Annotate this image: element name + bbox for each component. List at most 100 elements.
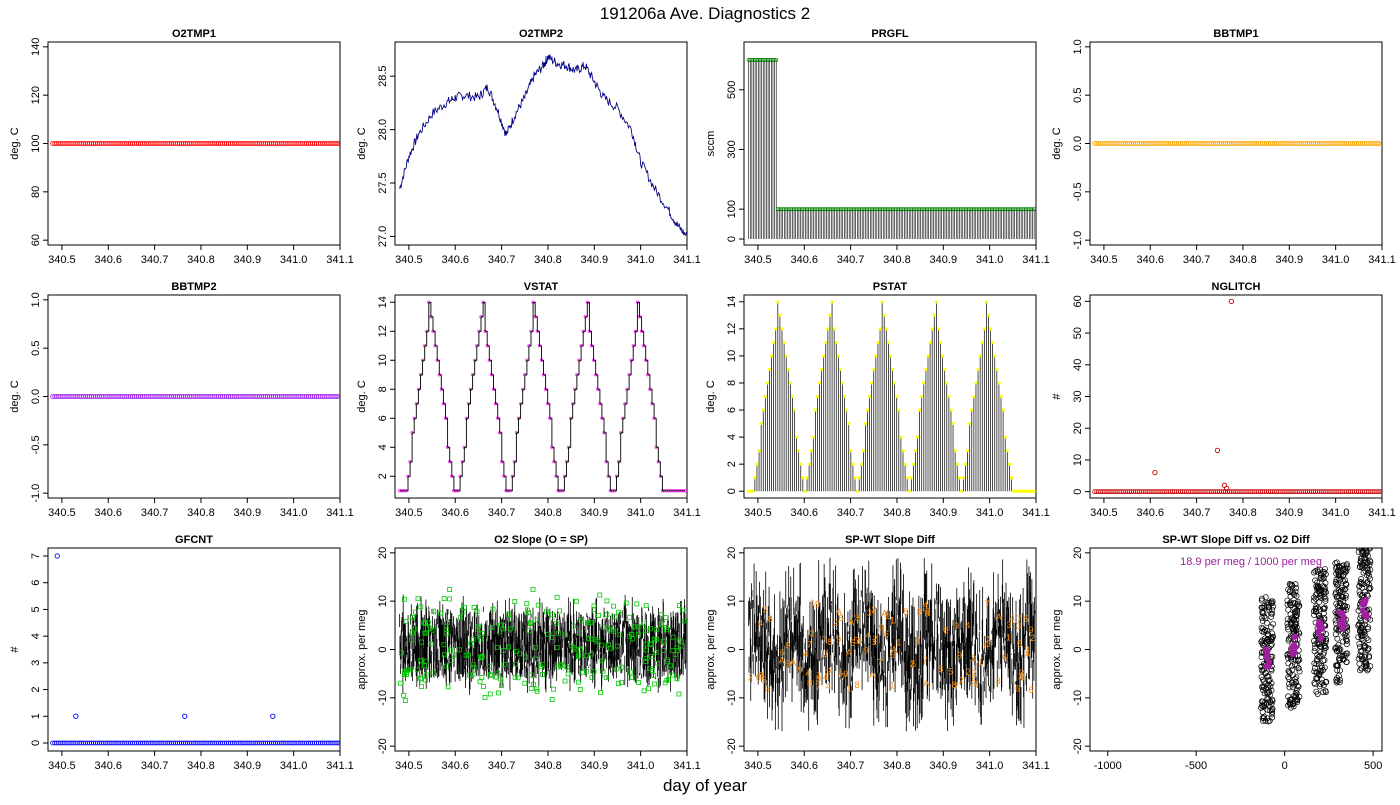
data-point	[855, 489, 859, 493]
data-point	[1262, 669, 1269, 676]
data-point	[1337, 576, 1344, 583]
data-point	[665, 657, 671, 663]
data-point	[1359, 564, 1366, 571]
data-point	[539, 662, 545, 667]
data-point	[886, 340, 891, 345]
data-point	[1265, 681, 1272, 688]
y-tick-label: -10	[726, 690, 738, 706]
data-point	[1312, 595, 1319, 602]
x-tick-label: 341.0	[280, 507, 308, 519]
data-point	[1292, 581, 1299, 588]
data-point	[530, 586, 536, 592]
data-point	[1358, 576, 1365, 583]
data-point	[1333, 564, 1340, 570]
y-tick-label: 0.0	[30, 389, 42, 404]
data-point	[653, 649, 659, 655]
data-point	[607, 627, 612, 633]
y-tick-label: 300	[726, 140, 738, 158]
data-point	[554, 645, 560, 650]
data-point	[1317, 643, 1324, 650]
data-point	[1332, 591, 1339, 598]
data-point	[631, 624, 637, 630]
mark-label: 8	[917, 607, 922, 617]
mark-label: 4	[803, 649, 808, 659]
mark-label: 6	[839, 613, 844, 623]
data-point	[1340, 652, 1347, 658]
data-point	[522, 680, 528, 686]
data-point	[479, 631, 485, 636]
data-layer	[50, 141, 340, 146]
data-point	[641, 688, 647, 694]
data-point	[1316, 586, 1323, 593]
mark-label: 7	[985, 599, 990, 609]
data-point	[788, 381, 792, 385]
data-point	[1357, 564, 1364, 571]
y-tick-label: -20	[1072, 738, 1084, 754]
data-point	[659, 611, 665, 617]
y-tick-label: 10	[377, 595, 389, 607]
data-point	[470, 662, 476, 668]
data-point	[1317, 574, 1324, 581]
data-point	[589, 675, 595, 681]
mark-label: 1	[1006, 632, 1011, 642]
data-point	[441, 652, 447, 658]
mark-label: 4	[866, 630, 871, 640]
data-point	[774, 327, 778, 331]
data-point	[1001, 408, 1005, 412]
data-point	[428, 641, 434, 647]
mark-label: 5	[1024, 614, 1029, 624]
x-tick-label: 340.7	[488, 760, 516, 772]
x-tick-label: 340.5	[48, 760, 76, 772]
data-point	[336, 740, 340, 746]
data-point	[663, 615, 669, 621]
data-point	[419, 684, 424, 689]
data-point	[1289, 680, 1296, 686]
y-tick-label: 0.0	[1072, 136, 1084, 151]
data-point	[580, 669, 586, 675]
x-tick-label: 341.1	[326, 254, 354, 266]
panel-11: SP-WT Slope Diff approx. per meg 340.5 340.…	[705, 534, 1050, 772]
y-axis-label: deg. C	[356, 127, 368, 159]
data-point	[1344, 603, 1350, 610]
mark-label: 3	[1024, 645, 1029, 655]
panel-title: BBTMP1	[1213, 28, 1258, 40]
data-point	[1286, 684, 1293, 691]
data-point	[1362, 652, 1369, 659]
mark-label: 3	[986, 639, 991, 649]
data-point	[1355, 549, 1362, 555]
data-point	[830, 300, 834, 304]
data-point	[1294, 699, 1301, 705]
mark-label: 4	[974, 679, 979, 689]
data-point	[462, 604, 467, 610]
data-point	[1267, 683, 1274, 690]
data-point	[892, 381, 897, 385]
data-point	[534, 688, 540, 694]
data-point	[513, 661, 518, 667]
data-point	[1032, 207, 1036, 212]
data-point	[926, 354, 930, 358]
data-point	[761, 408, 765, 412]
y-tick-label: 10	[726, 350, 738, 362]
data-point	[676, 691, 682, 697]
x-tick-label: 341.0	[1322, 254, 1350, 266]
data-point	[614, 643, 620, 649]
x-tick-label: 340.7	[141, 507, 169, 519]
data-point	[423, 658, 429, 664]
plot-frame	[743, 294, 1037, 499]
data-point	[1356, 640, 1363, 647]
data-point	[497, 629, 503, 635]
fit-point	[1316, 618, 1322, 625]
data-point	[1359, 584, 1366, 591]
data-point	[487, 663, 492, 669]
data-point	[498, 622, 504, 628]
data-point	[627, 614, 632, 620]
y-tick-label: 0	[726, 488, 738, 494]
data-point	[418, 604, 424, 610]
data-point	[643, 647, 649, 653]
mark-label: 1	[872, 637, 877, 647]
data-point	[778, 313, 782, 317]
data-point	[934, 300, 938, 304]
mark-label: 8	[827, 637, 832, 647]
data-point	[490, 606, 496, 612]
mark-label: A	[996, 612, 1002, 622]
